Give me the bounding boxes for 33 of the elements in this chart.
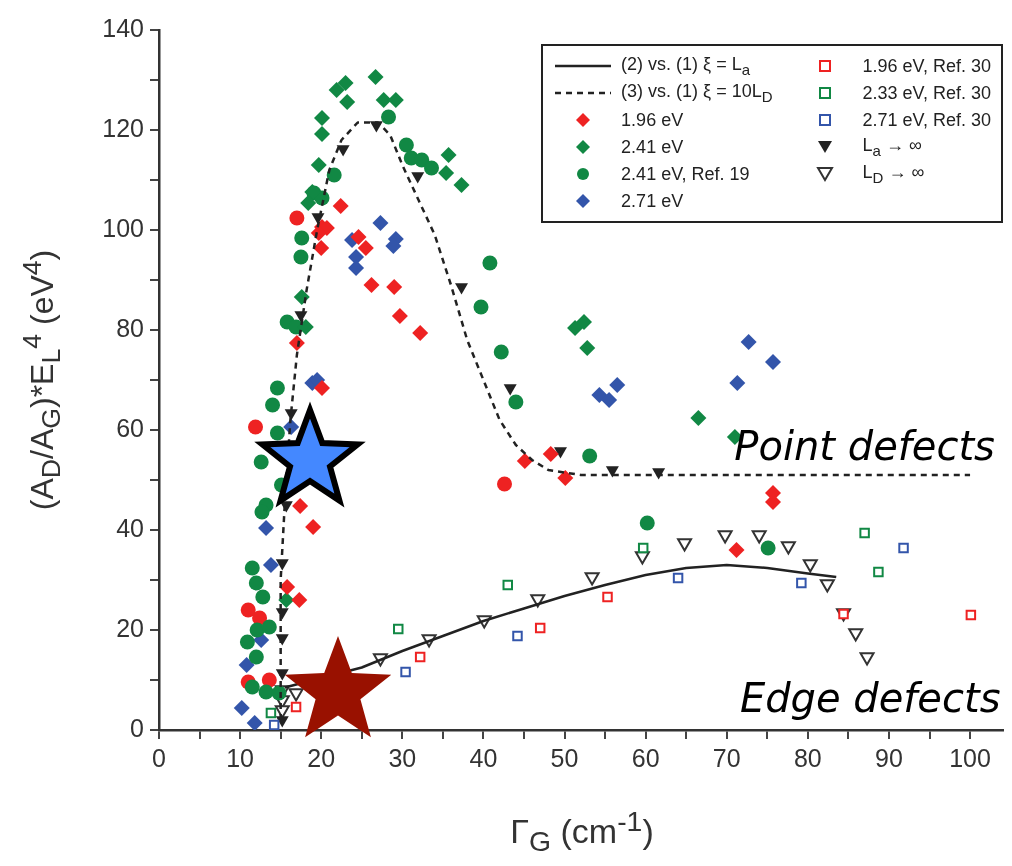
x-tick-label: 30	[388, 743, 417, 772]
x-tick-label: 60	[631, 743, 660, 772]
x-tick-label: 40	[469, 743, 498, 772]
legend-label: 2.71 eV	[621, 190, 684, 212]
x-tick-label: 80	[793, 743, 822, 772]
y-tick-label: 60	[116, 413, 144, 442]
legend-label: (3) vs. (1) ξ = 10L$_{D}$	[621, 81, 773, 105]
y-tick-label: 100	[102, 213, 144, 242]
x-tick-label: 90	[875, 743, 903, 772]
x-tick-label: 50	[550, 743, 579, 772]
x-tick-label: 100	[949, 743, 991, 772]
legend-label: L$_{D}$ → ∞	[862, 162, 925, 186]
x-tick-label: 10	[226, 743, 255, 772]
annotation: Point defects	[734, 423, 995, 470]
legend-label: 1.96 eV, Ref. 30	[862, 55, 991, 77]
x-axis-title: Γ$_{G}$ (cm$^{-1}$)	[509, 805, 655, 859]
y-tick-label: 20	[116, 613, 144, 642]
y-tick-label: 40	[116, 513, 144, 542]
legend-label: 2.33 eV, Ref. 30	[862, 82, 991, 104]
legend-label: 2.41 eV, Ref. 19	[621, 163, 750, 185]
y-tick-label: 120	[102, 113, 144, 142]
legend-label: 1.96 eV	[621, 109, 684, 131]
legend-label: (2) vs. (1) ξ = L$_{a}$	[621, 54, 751, 78]
y-tick-label: 140	[102, 13, 144, 42]
legend-label: L$_{a}$ → ∞	[862, 135, 922, 159]
legend-label: 2.41 eV	[621, 136, 684, 158]
legend-label: 2.71 eV, Ref. 30	[862, 109, 991, 131]
x-tick-label: 70	[712, 743, 741, 772]
y-tick-label: 80	[116, 313, 144, 342]
x-tick-label: 20	[307, 743, 336, 772]
x-tick-label: 0	[152, 743, 166, 772]
annotation: Edge defects	[739, 675, 1001, 722]
y-tick-label: 0	[130, 713, 144, 742]
